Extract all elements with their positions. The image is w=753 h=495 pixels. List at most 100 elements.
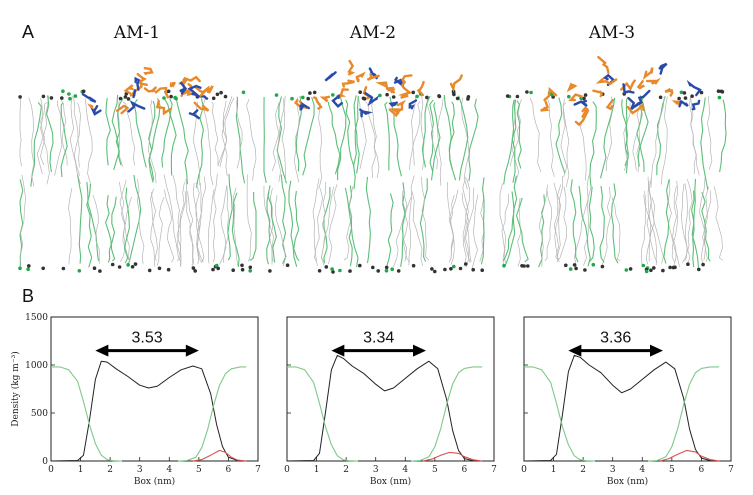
lipid-tail — [249, 191, 257, 261]
series-membrane — [523, 354, 720, 462]
lipid-headgroup — [211, 267, 215, 272]
peptide-segment — [642, 67, 654, 80]
lipid-tail — [504, 175, 518, 266]
lipid-tail — [690, 97, 700, 176]
peptide-1 — [81, 67, 214, 120]
peptide-segment — [193, 101, 210, 112]
lipid-tail — [461, 97, 470, 190]
arrow-head-right — [412, 344, 426, 357]
y-tick-label: 0 — [42, 457, 48, 467]
x-tick-label: 1 — [78, 465, 84, 475]
lipid-headgroup — [443, 267, 447, 272]
lipid-headgroup — [411, 263, 416, 268]
lipid-tail — [46, 95, 54, 172]
lipid-tail — [501, 193, 509, 267]
y-tick-label: 1500 — [25, 313, 48, 323]
lipid-tail — [386, 193, 394, 267]
lipid-tail — [148, 98, 161, 181]
peptide-segment — [573, 99, 588, 108]
lipid-tail — [105, 195, 116, 262]
lipid-tail — [19, 179, 24, 267]
peptide-segment — [81, 93, 97, 104]
series-membrane — [50, 360, 247, 462]
lipid-tail — [277, 95, 286, 183]
lipid-headgroup — [564, 263, 568, 268]
lipid-headgroup — [679, 90, 684, 95]
lipid-tail — [327, 101, 341, 175]
lipid-tail — [86, 183, 93, 268]
lipid-tail — [163, 174, 182, 264]
lipid-tail — [707, 95, 713, 170]
lipid-tail — [656, 96, 666, 176]
membrane-snapshots — [18, 55, 727, 274]
peptide-segment — [397, 86, 413, 99]
lipid-tail — [691, 178, 700, 268]
panel-letter-a: A — [22, 22, 34, 42]
lipid-tail — [672, 186, 677, 268]
thickness-label: 3.36 — [600, 330, 631, 347]
lipid-headgroup — [449, 267, 453, 271]
lipid-tail — [623, 102, 631, 171]
x-tick-label: 0 — [48, 465, 54, 475]
lipid-tail — [462, 178, 471, 267]
peptide-segment — [543, 86, 558, 102]
x-tick-label: 3 — [137, 465, 143, 475]
lipid-headgroup — [166, 89, 171, 94]
lipid-tail — [271, 102, 280, 172]
lipid-tail — [274, 194, 286, 267]
lipid-headgroup — [582, 96, 586, 101]
peptide-segment — [319, 95, 331, 103]
lipid-tail — [92, 194, 100, 264]
lipid-headgroup — [290, 96, 294, 101]
lipid-tail — [471, 194, 479, 268]
lipid-headgroup — [285, 263, 290, 268]
lipid-tail — [663, 179, 670, 264]
lipid-tail — [554, 184, 562, 263]
lipid-tail — [515, 197, 529, 263]
lipid-headgroup — [61, 266, 66, 271]
lipid-tail — [323, 187, 331, 264]
x-tick-label: 2 — [343, 465, 349, 475]
lipid-tail — [328, 184, 338, 265]
lipid-headgroup — [18, 266, 22, 271]
lipid-tail — [643, 194, 657, 266]
lipid-headgroup — [358, 90, 363, 94]
lipid-headgroup — [682, 91, 687, 95]
series-peptide — [659, 449, 720, 462]
peptide-segment — [116, 104, 130, 115]
lipid-tail — [227, 174, 233, 261]
lipid-tail — [624, 98, 629, 166]
lipid-headgroup — [268, 269, 272, 273]
lipid-headgroup — [126, 97, 131, 101]
lipid-tail — [266, 191, 271, 265]
x-tick-label: 0 — [521, 465, 527, 475]
lipid-headgroup — [18, 95, 22, 99]
lipid-headgroup — [331, 93, 335, 97]
lipid-headgroup — [628, 267, 633, 271]
lipid-headgroup — [60, 96, 64, 100]
lipid-tail — [276, 96, 288, 184]
lipid-tail — [611, 183, 619, 264]
lipid-tail — [556, 176, 563, 262]
peptide-segment — [581, 106, 589, 118]
lipid-headgroup — [77, 269, 82, 273]
x-tick-label: 0 — [284, 465, 290, 475]
lipid-tail — [219, 185, 228, 265]
lipid-tail — [599, 185, 605, 263]
lipid-tail — [411, 95, 416, 166]
lipid-tail — [185, 178, 195, 265]
lipid-headgroup — [67, 92, 71, 96]
lipid-tail — [419, 178, 428, 262]
peptide-segment — [605, 98, 614, 111]
peptide-segment — [132, 89, 137, 99]
lipid-headgroup — [61, 89, 65, 93]
lipid-tail — [408, 175, 415, 266]
peptide-segment — [299, 101, 310, 111]
lipid-headgroup — [701, 262, 705, 267]
lipid-headgroup — [391, 95, 396, 99]
lipid-tail — [461, 192, 470, 268]
lipid-headgroup — [717, 95, 722, 100]
lipid-tail — [163, 189, 175, 263]
lipid-tail — [212, 173, 218, 262]
peptide-segment — [592, 89, 604, 98]
